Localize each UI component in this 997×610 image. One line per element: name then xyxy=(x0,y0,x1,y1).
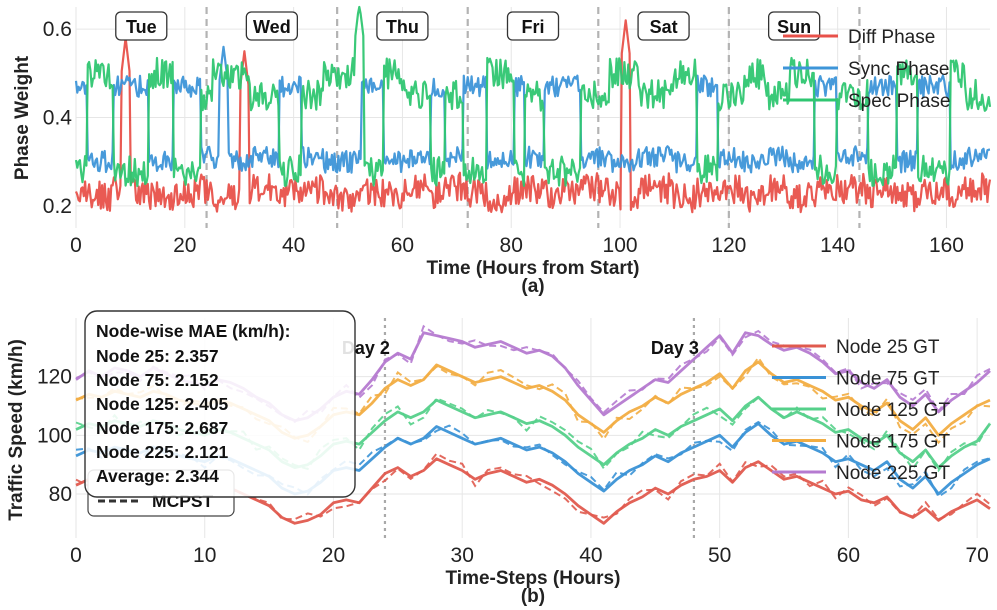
panel-a-ytick: 0.2 xyxy=(43,195,72,218)
panel-b-ytick: 100 xyxy=(37,424,72,447)
panel-b-legend: Node 25 GT Node 75 GT Node 125 GT Node 175 … xyxy=(772,337,950,484)
panel-a: Tue Wed Thu Fri Sat Sun Diff Phase Sync Phase S… xyxy=(12,5,992,297)
mae-line-node225: Node 225: 2.121 xyxy=(96,442,229,462)
panel-a-series xyxy=(74,5,992,214)
day-label-sun: Sun xyxy=(777,17,811,37)
legend-label-node-125-gt: Node 125 GT xyxy=(836,400,950,421)
day-label-box xyxy=(637,11,690,41)
phase-line-spec-phase xyxy=(74,5,992,187)
panel-a-xtick: 120 xyxy=(711,234,746,257)
panel-a-ytick: 0.4 xyxy=(43,107,73,130)
panel-a-xtick: 160 xyxy=(929,234,964,257)
mae-line-node125: Node 125: 2.405 xyxy=(96,394,229,414)
phase-line-diff-phase xyxy=(74,19,992,214)
day-label-box xyxy=(245,11,299,41)
day-label-box xyxy=(115,11,168,41)
mae-line-node175: Node 175: 2.687 xyxy=(96,418,228,438)
panel-a-xtick: 60 xyxy=(391,234,414,257)
panel-a-ticks: 0 20 40 60 80 100 120 140 160 0.2 0.4 0.6 xyxy=(43,18,964,257)
mae-line-node75: Node 75: 2.152 xyxy=(96,370,219,390)
panel-b-xtick: 20 xyxy=(322,544,345,567)
panel-a-day-labels: Tue Wed Thu Fri Sat Sun xyxy=(115,11,821,41)
panel-b-ytick: 80 xyxy=(49,483,72,506)
panel-b-day-lines xyxy=(383,318,696,538)
panel-b-label: (b) xyxy=(521,586,545,607)
panel-a-xtick: 20 xyxy=(173,234,196,257)
phase-line-sync-phase xyxy=(74,45,991,174)
legend-label-node-225-gt: Node 225 GT xyxy=(836,463,950,484)
legend-label-spec-phase: Spec Phase xyxy=(848,91,950,112)
panel-b-xtick: 30 xyxy=(451,544,474,567)
day-label-box xyxy=(506,11,560,41)
day-label-sat: Sat xyxy=(650,17,678,37)
panel-b-ytick: 120 xyxy=(37,366,72,389)
panel-b-xtick: 0 xyxy=(70,544,82,567)
day-marker-label: Day 3 xyxy=(651,338,699,358)
legend-label-sync-phase: Sync Phase xyxy=(848,59,949,80)
panel-a-ylabel: Phase Weight xyxy=(12,55,33,180)
panel-a-label: (a) xyxy=(521,276,544,297)
panel-a-xtick: 80 xyxy=(500,234,523,257)
mae-line-node25: Node 25: 2.357 xyxy=(96,346,219,366)
panel-b-xtick: 10 xyxy=(193,544,216,567)
day-label-wed: Wed xyxy=(253,17,291,37)
mae-line-average: Average: 2.344 xyxy=(96,466,219,486)
panel-b-xlabel: Time-Steps (Hours) xyxy=(446,568,621,589)
panel-a-legend: Diff Phase Sync Phase Spec Phase xyxy=(783,27,950,112)
panel-b-xtick: 70 xyxy=(965,544,988,567)
day-label-box xyxy=(767,11,821,41)
panel-b-xtick: 60 xyxy=(837,544,860,567)
day-label-box xyxy=(376,11,429,41)
day-label-fri: Fri xyxy=(521,17,544,37)
legend-label-node-25-gt: Node 25 GT xyxy=(836,337,940,358)
panel-b-ylabel: Traffic Speed (km/h) xyxy=(6,339,27,521)
panel-a-xlabel: Time (Hours from Start) xyxy=(427,258,640,279)
panel-a-xtick: 40 xyxy=(282,234,305,257)
panel-a-xtick: 100 xyxy=(603,234,638,257)
mae-box: Node-wise MAE (km/h): Node 25: 2.357 Nod… xyxy=(84,310,356,498)
panel-b-xtick: 40 xyxy=(579,544,602,567)
panel-a-xtick: 0 xyxy=(70,234,82,257)
mae-title: Node-wise MAE (km/h): xyxy=(96,321,290,341)
day-label-tue: Tue xyxy=(126,17,157,37)
panel-a-ytick: 0.6 xyxy=(43,18,72,41)
mae-box-frame xyxy=(84,310,356,498)
legend-label-node-175-gt: Node 175 GT xyxy=(836,432,950,453)
panel-a-xtick: 140 xyxy=(820,234,855,257)
legend-label-node-75-gt: Node 75 GT xyxy=(836,369,940,390)
panel-b-ticks: 0 10 20 30 40 50 60 70 80 100 120 xyxy=(37,366,989,567)
panel-b-xtick: 50 xyxy=(708,544,731,567)
day-label-thu: Thu xyxy=(386,17,419,37)
legend-label-diff-phase: Diff Phase xyxy=(848,27,935,48)
